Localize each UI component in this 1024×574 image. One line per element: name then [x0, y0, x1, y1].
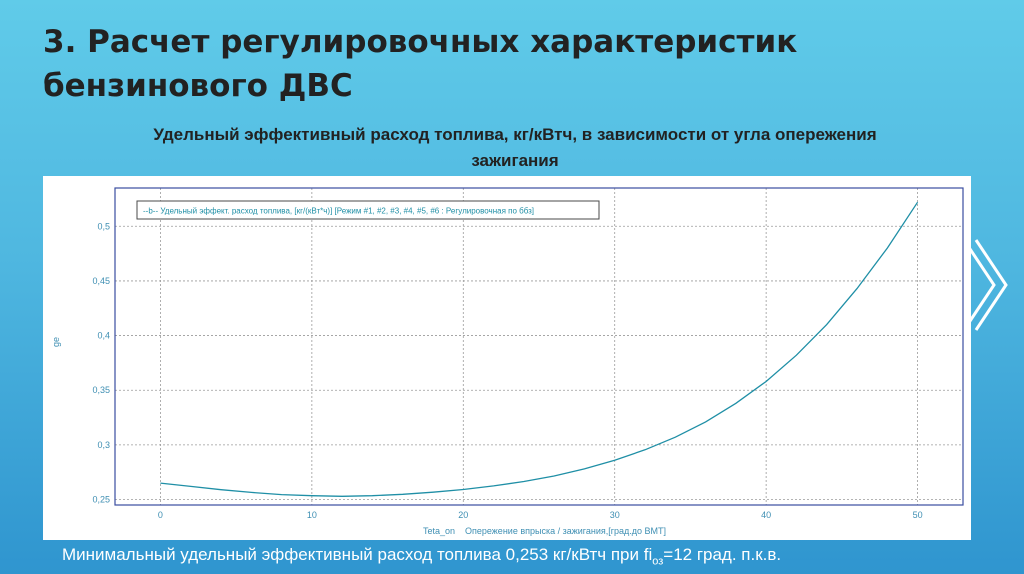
x-tick-label: 50 — [913, 510, 923, 520]
y-tick-label: 0,5 — [97, 221, 110, 231]
fuel-consumption-chart: 0 10 20 30 40 50 0,25 0,3 0,35 0,4 0,45 0,5 --b-- У… — [51, 187, 964, 536]
series-line-ge — [160, 201, 919, 497]
legend-entry: --b-- Удельный эффект. расход топлива, [… — [143, 207, 534, 216]
y-tick-label: 0,3 — [97, 440, 110, 450]
y-tick-label: 0,4 — [97, 331, 110, 341]
x-tick-label: 30 — [610, 510, 620, 520]
x-axis-label: Опережение впрыска / зажигания,[град.до … — [465, 526, 666, 536]
x-tick-label: 0 — [158, 510, 163, 520]
slide-title-line2: бензинового ДВС — [43, 68, 353, 104]
y-tick-label: 0,45 — [92, 276, 110, 286]
x-tick-label: 40 — [761, 510, 771, 520]
footer-note: Минимальный удельный эффективный расход … — [62, 543, 1002, 573]
footer-text-end: =12 град. п.к.в. — [663, 545, 782, 564]
y-axis-label: ge — [51, 337, 61, 347]
footer-text: Минимальный удельный эффективный расход … — [62, 545, 653, 564]
x-tick-label: 20 — [458, 510, 468, 520]
plot-frame — [114, 187, 964, 506]
footer-subscript: оз — [652, 555, 664, 568]
y-tick-label: 0,25 — [92, 495, 110, 505]
decorative-chevrons — [962, 239, 1008, 331]
legend: --b-- Удельный эффект. расход топлива, [… — [136, 200, 600, 220]
slide-title-line1: 3. Расчет регулировочных характеристик — [43, 24, 798, 60]
x-tick-label: 10 — [307, 510, 317, 520]
slide-title: 3. Расчет регулировочных характеристик б… — [43, 20, 943, 108]
tick-labels: 0 10 20 30 40 50 0,25 0,3 0,35 0,4 0,45 0,5 — [92, 221, 922, 520]
x-axis-symbol: Teta_on — [423, 526, 455, 536]
plot-panel: 0 10 20 30 40 50 0,25 0,3 0,35 0,4 0,45 0,5 --b-- У… — [43, 176, 971, 540]
y-tick-label: 0,35 — [92, 385, 110, 395]
chart-caption-line1: Удельный эффективный расход топлива, кг/… — [153, 125, 877, 144]
grid — [115, 188, 963, 505]
chart-caption: Удельный эффективный расход топлива, кг/… — [40, 122, 990, 174]
chart-caption-line2: зажигания — [471, 151, 559, 170]
legend-box — [136, 200, 600, 220]
